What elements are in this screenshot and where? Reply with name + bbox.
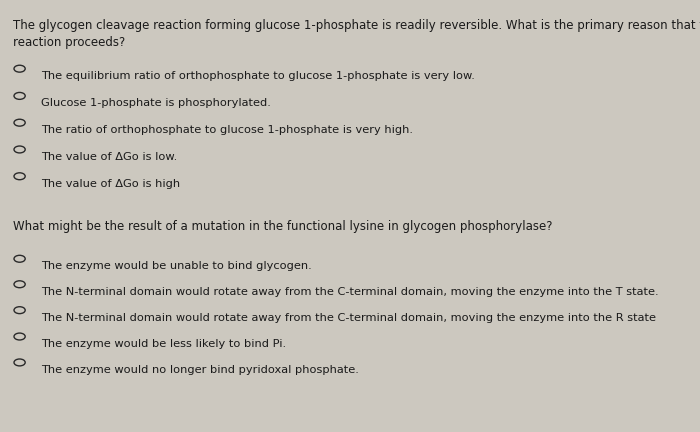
Circle shape [14, 146, 25, 153]
Text: The N-terminal domain would rotate away from the C-terminal domain, moving the e: The N-terminal domain would rotate away … [41, 287, 658, 297]
Text: The ratio of orthophosphate to glucose 1-phosphate is very high.: The ratio of orthophosphate to glucose 1… [41, 125, 412, 135]
Text: The equilibrium ratio of orthophosphate to glucose 1-phosphate is very low.: The equilibrium ratio of orthophosphate … [41, 71, 475, 81]
Text: The value of ΔGo is low.: The value of ΔGo is low. [41, 152, 177, 162]
Circle shape [14, 255, 25, 262]
Text: The glycogen cleavage reaction forming glucose 1-phosphate is readily reversible: The glycogen cleavage reaction forming g… [13, 19, 700, 49]
Circle shape [14, 65, 25, 72]
Text: What might be the result of a mutation in the functional lysine in glycogen phos: What might be the result of a mutation i… [13, 220, 552, 233]
Circle shape [14, 92, 25, 99]
Circle shape [14, 281, 25, 288]
Circle shape [14, 359, 25, 366]
Text: The enzyme would be less likely to bind Pi.: The enzyme would be less likely to bind … [41, 339, 286, 349]
Text: Glucose 1-phosphate is phosphorylated.: Glucose 1-phosphate is phosphorylated. [41, 98, 270, 108]
Circle shape [14, 173, 25, 180]
Text: The value of ΔGo is high: The value of ΔGo is high [41, 179, 180, 189]
Circle shape [14, 119, 25, 126]
Circle shape [14, 307, 25, 314]
Text: The enzyme would no longer bind pyridoxal phosphate.: The enzyme would no longer bind pyridoxa… [41, 365, 358, 375]
Circle shape [14, 333, 25, 340]
Text: The enzyme would be unable to bind glycogen.: The enzyme would be unable to bind glyco… [41, 261, 312, 271]
Text: The N-terminal domain would rotate away from the C-terminal domain, moving the e: The N-terminal domain would rotate away … [41, 313, 656, 323]
